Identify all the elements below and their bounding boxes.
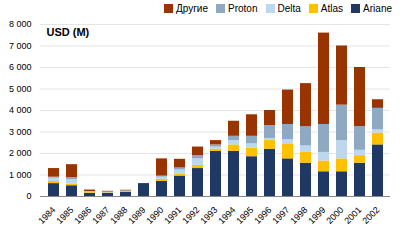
svg-text:7 000: 7 000 bbox=[9, 41, 32, 51]
svg-text:3 000: 3 000 bbox=[9, 127, 32, 137]
svg-text:1994: 1994 bbox=[216, 205, 237, 226]
svg-text:1985: 1985 bbox=[54, 205, 75, 226]
svg-text:1984: 1984 bbox=[36, 205, 57, 226]
svg-text:8 000: 8 000 bbox=[9, 19, 32, 29]
svg-text:USD (M): USD (M) bbox=[47, 26, 90, 38]
html-text:Proton: Proton bbox=[228, 2, 258, 14]
svg-text:2 000: 2 000 bbox=[9, 148, 32, 158]
svg-text:1988: 1988 bbox=[108, 205, 129, 226]
svg-text:6 000: 6 000 bbox=[9, 62, 32, 72]
svg-text:1 000: 1 000 bbox=[9, 170, 32, 180]
svg-text:1995: 1995 bbox=[234, 205, 255, 226]
svg-text:2000: 2000 bbox=[324, 205, 345, 226]
html-text:Ariane: Ariane bbox=[363, 2, 392, 14]
svg-text:1999: 1999 bbox=[306, 205, 327, 226]
svg-text:1989: 1989 bbox=[126, 205, 147, 226]
html-text:Delta: Delta bbox=[277, 2, 301, 14]
svg-text:2001: 2001 bbox=[342, 205, 363, 226]
html-text:Другие: Другие bbox=[176, 2, 208, 14]
svg-text:2002: 2002 bbox=[360, 205, 381, 226]
html-text:Atlas: Atlas bbox=[320, 2, 344, 14]
svg-text:1993: 1993 bbox=[198, 205, 219, 226]
svg-text:1997: 1997 bbox=[270, 205, 291, 226]
svg-text:1990: 1990 bbox=[144, 205, 165, 226]
svg-text:1986: 1986 bbox=[72, 205, 93, 226]
svg-text:1992: 1992 bbox=[180, 205, 201, 226]
svg-text:0: 0 bbox=[26, 191, 31, 201]
svg-text:1998: 1998 bbox=[288, 205, 309, 226]
svg-text:4 000: 4 000 bbox=[9, 105, 32, 115]
svg-text:5 000: 5 000 bbox=[9, 84, 32, 94]
svg-text:1987: 1987 bbox=[90, 205, 111, 226]
svg-text:1991: 1991 bbox=[162, 205, 183, 226]
svg-text:1996: 1996 bbox=[252, 205, 273, 226]
